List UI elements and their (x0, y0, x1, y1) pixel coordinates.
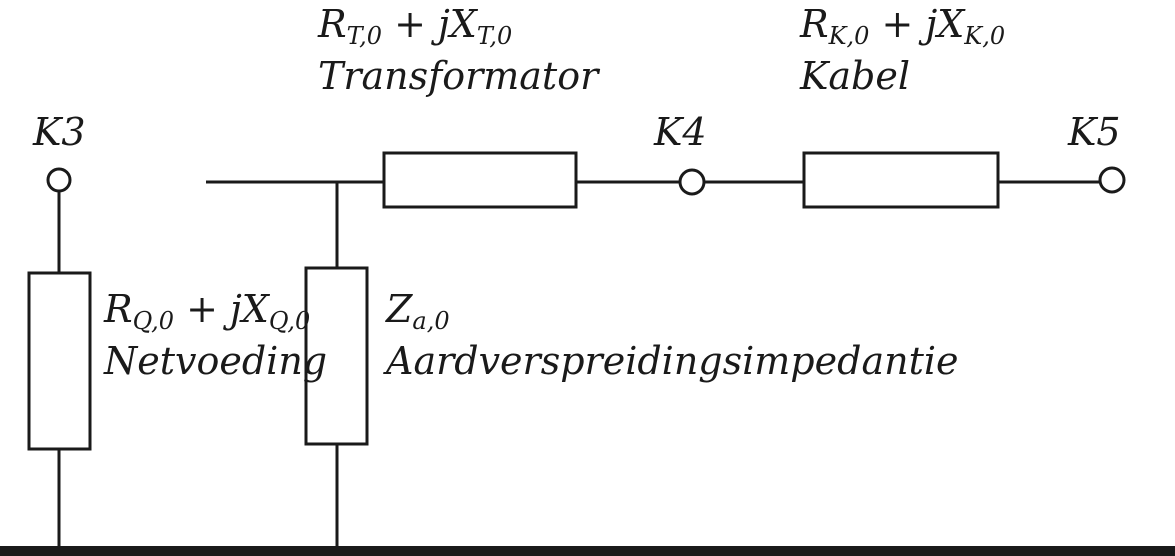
cable-name: Kabel (799, 54, 910, 98)
k3-node (46, 167, 72, 193)
transformer-formula: RT,0 + jXT,0 (317, 2, 512, 50)
k4-label: K4 (653, 110, 707, 154)
cable-formula: RK,0 + jXK,0 (799, 2, 1005, 50)
k5-node (1098, 166, 1126, 194)
source-name: Netvoeding (103, 339, 327, 383)
k3-label: K3 (32, 110, 86, 154)
k4-node (678, 168, 706, 196)
earth-name: Aardverspreidingsimpedantie (383, 339, 959, 383)
transformer-impedance-box (382, 151, 578, 209)
k5-label: K5 (1067, 110, 1121, 154)
source-formula: RQ,0 + jXQ,0 (103, 287, 310, 335)
source-impedance-box (27, 271, 92, 451)
cable-impedance-box (802, 151, 1000, 209)
earth-formula: Za,0 (385, 287, 450, 335)
ground-bar (0, 546, 1175, 556)
transformer-name: Transformator (318, 54, 601, 98)
